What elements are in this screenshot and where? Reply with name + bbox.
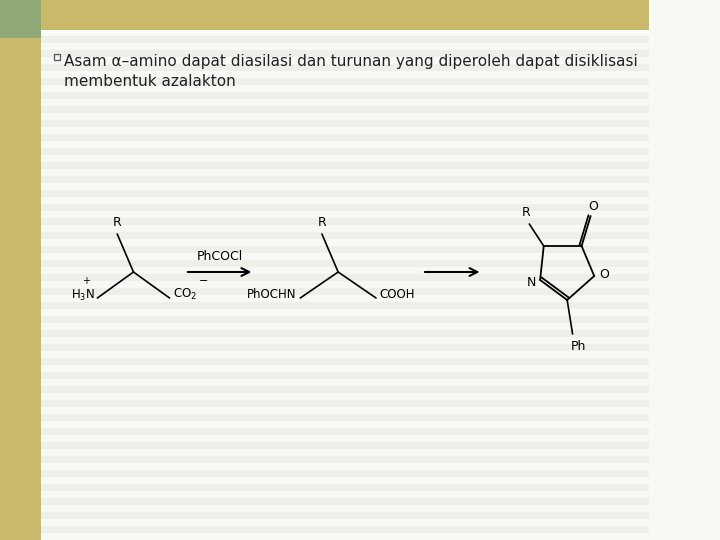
Bar bbox=[0, 344, 649, 351]
Bar bbox=[0, 22, 649, 29]
Bar bbox=[0, 162, 649, 169]
Text: O: O bbox=[588, 199, 598, 213]
Text: N: N bbox=[526, 275, 536, 288]
Bar bbox=[0, 155, 649, 162]
Bar bbox=[0, 533, 649, 540]
Bar bbox=[0, 484, 649, 491]
Text: R: R bbox=[521, 206, 530, 219]
Bar bbox=[0, 197, 649, 204]
Text: +: + bbox=[81, 276, 90, 286]
Bar bbox=[0, 36, 649, 43]
Bar bbox=[0, 64, 649, 71]
Bar bbox=[0, 246, 649, 253]
Bar bbox=[0, 134, 649, 141]
Bar bbox=[0, 302, 649, 309]
Bar bbox=[0, 253, 649, 260]
Bar bbox=[0, 365, 649, 372]
Bar bbox=[0, 113, 649, 120]
Text: O: O bbox=[599, 267, 609, 280]
Bar bbox=[0, 421, 649, 428]
Bar bbox=[0, 316, 649, 323]
Text: Ph: Ph bbox=[570, 340, 585, 353]
Bar bbox=[0, 120, 649, 127]
Bar bbox=[0, 8, 649, 15]
Bar bbox=[0, 260, 649, 267]
Bar bbox=[0, 239, 649, 246]
Bar bbox=[0, 15, 649, 22]
Bar bbox=[0, 1, 649, 8]
Bar bbox=[0, 106, 649, 113]
Bar bbox=[0, 372, 649, 379]
Bar bbox=[0, 99, 649, 106]
Bar bbox=[0, 463, 649, 470]
Bar bbox=[0, 295, 649, 302]
Text: −: − bbox=[199, 276, 209, 286]
Bar bbox=[0, 407, 649, 414]
Bar bbox=[0, 400, 649, 407]
Bar bbox=[0, 386, 649, 393]
Bar bbox=[0, 267, 649, 274]
Bar bbox=[0, 519, 649, 526]
Bar bbox=[0, 57, 649, 64]
Bar bbox=[0, 71, 649, 78]
Bar bbox=[0, 358, 649, 365]
Bar bbox=[0, 379, 649, 386]
Bar bbox=[0, 442, 649, 449]
Bar bbox=[0, 449, 649, 456]
Bar bbox=[0, 190, 649, 197]
Bar bbox=[0, 477, 649, 484]
Bar bbox=[0, 0, 649, 1]
Bar bbox=[0, 435, 649, 442]
Bar bbox=[0, 470, 649, 477]
Text: R: R bbox=[113, 215, 122, 228]
Bar bbox=[0, 414, 649, 421]
Bar bbox=[0, 85, 649, 92]
Bar bbox=[0, 288, 649, 295]
Bar bbox=[0, 169, 649, 176]
Bar bbox=[0, 176, 649, 183]
Bar bbox=[0, 526, 649, 533]
Bar bbox=[0, 148, 649, 155]
Bar bbox=[0, 281, 649, 288]
Bar bbox=[0, 78, 649, 85]
Text: PhCOCl: PhCOCl bbox=[197, 251, 243, 264]
Bar bbox=[0, 204, 649, 211]
Bar bbox=[0, 330, 649, 337]
Text: R: R bbox=[318, 215, 326, 228]
Bar bbox=[0, 127, 649, 134]
Bar bbox=[0, 0, 42, 38]
Bar bbox=[0, 456, 649, 463]
Text: $\mathregular{CO_2}$: $\mathregular{CO_2}$ bbox=[173, 286, 197, 301]
Bar bbox=[0, 141, 649, 148]
Bar bbox=[0, 30, 649, 33]
Bar bbox=[0, 337, 649, 344]
Bar bbox=[0, 0, 649, 30]
Bar bbox=[0, 218, 649, 225]
Bar bbox=[0, 309, 649, 316]
Bar bbox=[0, 323, 649, 330]
Bar bbox=[0, 29, 649, 36]
Bar bbox=[0, 505, 649, 512]
Bar bbox=[0, 225, 649, 232]
Bar bbox=[0, 274, 649, 281]
Text: $\mathregular{H_3N}$: $\mathregular{H_3N}$ bbox=[71, 287, 94, 302]
Bar bbox=[0, 491, 649, 498]
Text: COOH: COOH bbox=[379, 288, 415, 301]
Bar bbox=[0, 92, 649, 99]
Bar bbox=[0, 43, 649, 50]
Bar bbox=[0, 428, 649, 435]
Bar bbox=[0, 498, 649, 505]
Text: PhOCHN: PhOCHN bbox=[247, 288, 297, 301]
Bar bbox=[54, 54, 60, 60]
Text: Asam α–amino dapat diasilasi dan turunan yang diperoleh dapat disiklisasi
memben: Asam α–amino dapat diasilasi dan turunan… bbox=[64, 54, 638, 89]
Bar bbox=[0, 211, 649, 218]
Bar bbox=[0, 393, 649, 400]
Bar bbox=[0, 183, 649, 190]
Bar bbox=[0, 232, 649, 239]
Bar bbox=[0, 38, 42, 540]
Bar bbox=[0, 50, 649, 57]
Bar bbox=[0, 512, 649, 519]
Bar bbox=[0, 351, 649, 358]
